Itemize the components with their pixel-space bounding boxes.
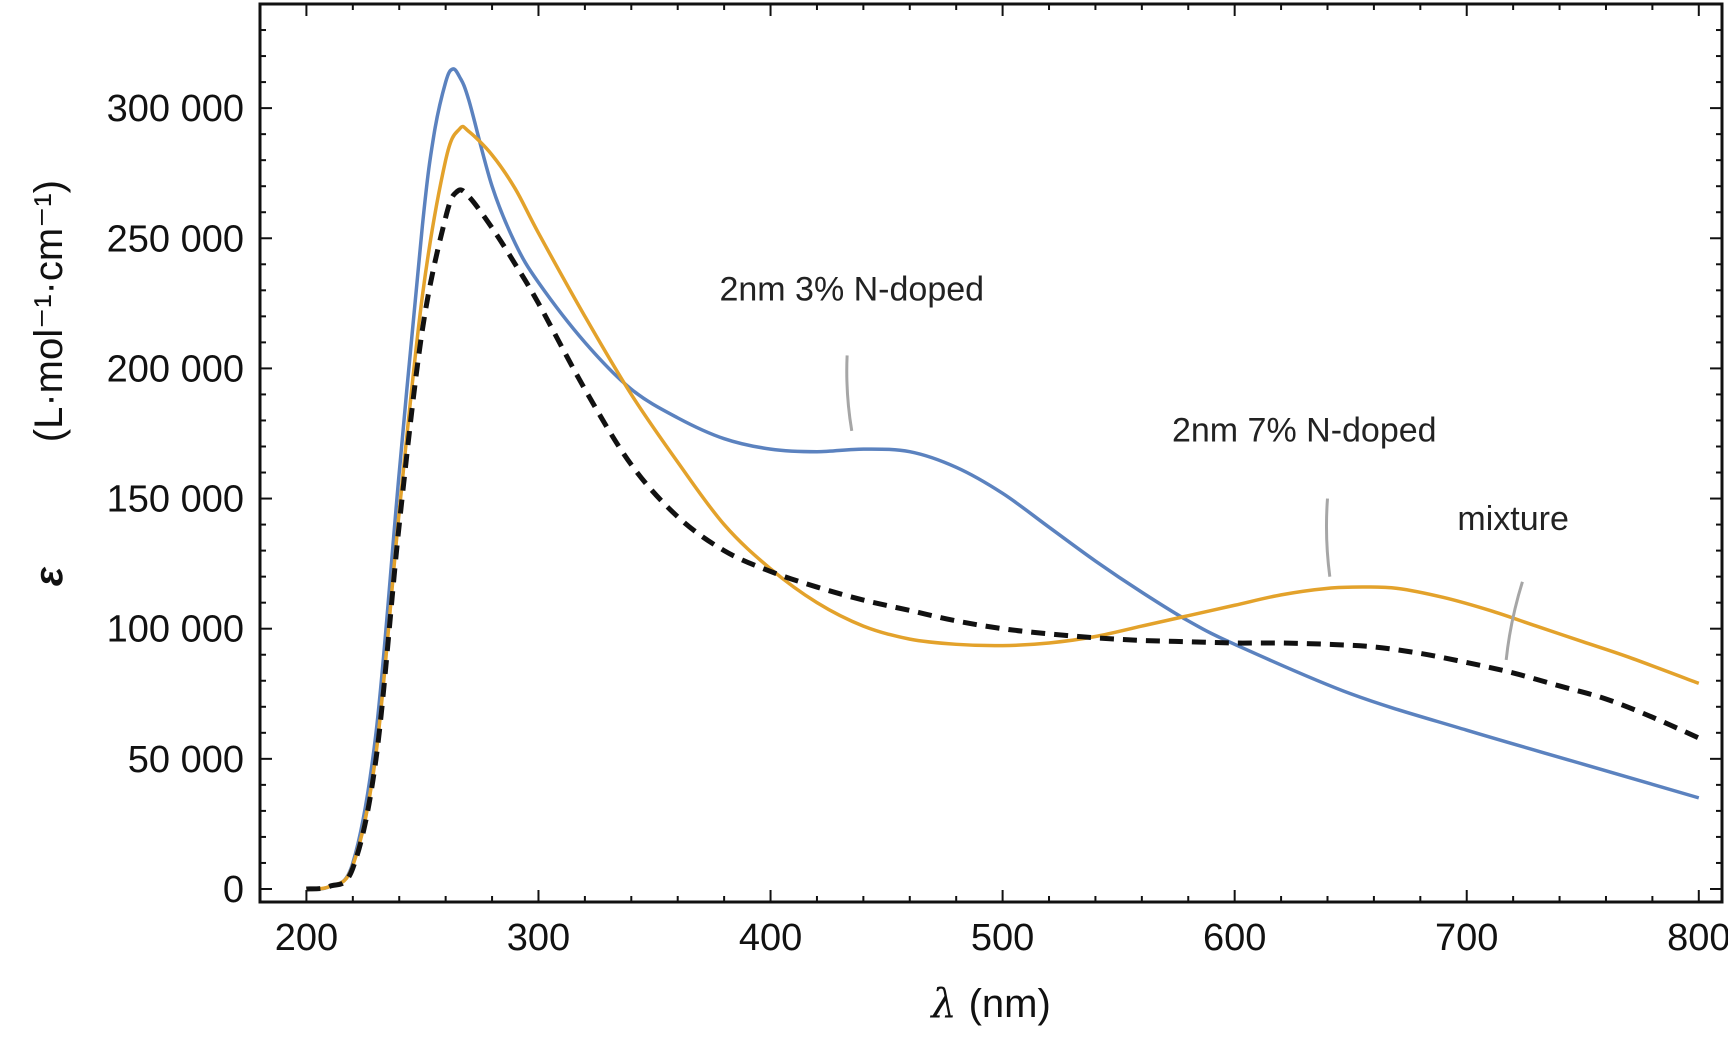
x-tick-label: 300 <box>507 917 570 959</box>
x-axis-title: λ (nm) <box>929 981 1051 1027</box>
y-tick-label: 300 000 <box>107 88 244 130</box>
axis-ticks <box>259 3 1722 902</box>
annotation-leader-2nm-3-n-doped <box>845 355 854 432</box>
annotation-label-2nm-3-n-doped: 2nm 3% N-doped <box>719 271 984 309</box>
x-tick-label: 200 <box>275 917 338 959</box>
y-tick-label: 150 000 <box>107 479 244 521</box>
x-axis-symbol: λ <box>929 981 956 1027</box>
annotation-leader-2nm-7-n-doped <box>1324 498 1332 577</box>
y-axis-symbol: ε <box>27 566 71 586</box>
x-tick-label: 600 <box>1203 917 1266 959</box>
annotation-label-mixture: mixture <box>1457 500 1568 538</box>
y-tick-label: 250 000 <box>107 218 244 260</box>
axis-tick-labels: 200 300 400 500 600 700 800 0 50 000 100 000 150 0… <box>107 88 1728 959</box>
x-tick-label: 700 <box>1435 917 1498 959</box>
annotation-label-2nm-7-n-doped: 2nm 7% N-doped <box>1172 411 1437 449</box>
y-axis-title: ε (L·mol⁻¹·cm⁻¹) <box>27 180 71 586</box>
annotation-leader-mixture <box>1504 581 1524 661</box>
x-tick-label: 400 <box>739 917 802 959</box>
x-axis-unit: (nm) <box>969 982 1051 1026</box>
annotation-layer: 2nm 3% N-doped 2nm 7% N-doped mixture <box>719 271 1569 661</box>
y-tick-label: 200 000 <box>107 348 244 390</box>
plot-frame <box>258 2 1724 904</box>
series-line-2nm-7-n-doped <box>306 124 1700 891</box>
series-line-2nm-3-n-doped <box>306 67 1700 891</box>
y-axis-unit: (L·mol⁻¹·cm⁻¹) <box>27 180 71 442</box>
y-tick-label: 50 000 <box>128 739 244 781</box>
y-tick-label: 0 <box>223 869 244 911</box>
x-tick-label: 500 <box>971 917 1034 959</box>
y-tick-label: 100 000 <box>107 609 244 651</box>
x-tick-label: 800 <box>1667 917 1728 959</box>
series-line-mixture <box>306 187 1700 892</box>
series-layer <box>306 67 1700 892</box>
